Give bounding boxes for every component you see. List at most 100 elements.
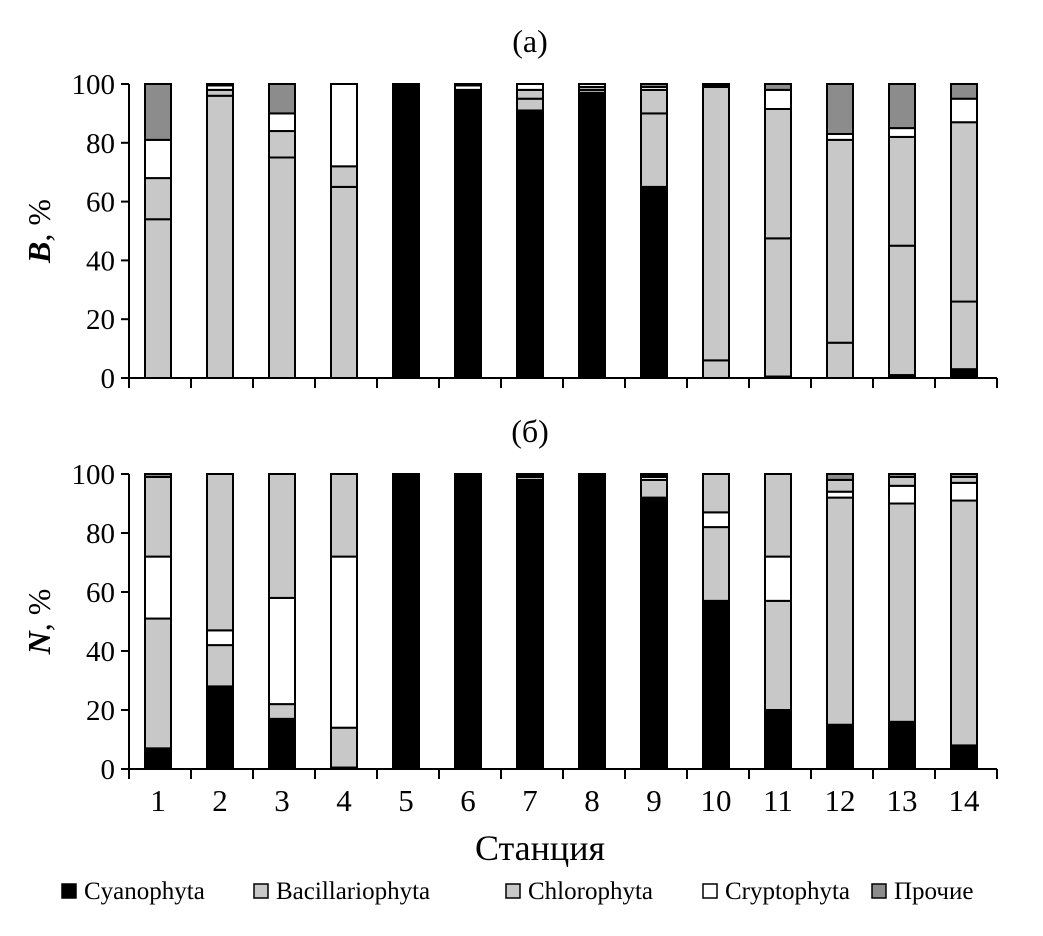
bar-segment-cyanophyta [640, 496, 668, 770]
bar-segment-chlorophyta [516, 473, 544, 477]
bar-segment-bacillariophyta [826, 496, 854, 726]
bar-segment-bacillariophyta [268, 156, 296, 379]
y-axis-label-unit: , % [21, 589, 57, 632]
y-tick-label: 100 [72, 459, 116, 491]
x-tick-label: 13 [887, 783, 918, 818]
bar-segment-bacillariophyta [702, 359, 730, 379]
bar-segment-cryptophyta [764, 555, 792, 602]
y-tick-label: 60 [86, 187, 115, 219]
bar-segment-cyanophyta [454, 88, 482, 379]
bar-segment-прочие [144, 83, 172, 141]
bar-segment-cryptophyta [206, 629, 234, 647]
bar-segment-bacillariophyta [888, 244, 916, 377]
bar-segment-chlorophyta [640, 88, 668, 115]
bar-segment-cryptophyta [268, 112, 296, 133]
y-axis-label-unit: , % [21, 199, 57, 242]
bar-segment-cryptophyta [268, 596, 296, 706]
x-tick-label: 6 [460, 783, 476, 818]
legend-item: Cryptophyta [702, 878, 850, 905]
legend-label: Chlorophyta [528, 878, 653, 905]
bar-segment-bacillariophyta [950, 499, 978, 747]
y-axis-label-variable: B [21, 242, 57, 264]
legend-label: Cyanophyta [84, 878, 205, 905]
bar-segment-прочие [206, 83, 234, 87]
legend-item: Chlorophyta [505, 878, 653, 905]
x-tick-label: 5 [398, 783, 414, 818]
bar-segment-bacillariophyta [640, 112, 668, 188]
bar-segment-cyanophyta [950, 744, 978, 771]
x-tick-label: 14 [949, 783, 981, 818]
bar-segment-chlorophyta [888, 135, 916, 247]
y-tick-label: 40 [86, 636, 115, 668]
x-tick-label: 7 [522, 783, 538, 818]
x-tick-label: 12 [825, 783, 856, 818]
bar-segment-прочие [764, 83, 792, 91]
bar-segment-cyanophyta [454, 473, 482, 770]
legend-item: Bacillariophyta [253, 878, 430, 905]
bar-segment-cryptophyta [578, 83, 606, 88]
x-tick-label: 2 [212, 783, 228, 818]
bar-segment-chlorophyta [268, 473, 296, 599]
bar-segment-bacillariophyta [764, 237, 792, 378]
bar-segment-прочие [640, 473, 668, 477]
bar-segment-chlorophyta [516, 88, 544, 100]
bar-segment-прочие [826, 473, 854, 481]
panel-title: (а) [512, 23, 548, 59]
bar-segment-cryptophyta [144, 138, 172, 180]
bar-segment-cyanophyta [392, 85, 420, 379]
bar-segment-bacillariophyta [268, 703, 296, 720]
bar-segment-прочие [268, 83, 296, 115]
bar-segment-bacillariophyta [206, 94, 234, 379]
bar-segment-chlorophyta [206, 473, 234, 632]
bar-segment-прочие [454, 83, 482, 87]
bar-segment-bacillariophyta [702, 526, 730, 602]
legend-swatch [505, 883, 521, 899]
bar-segment-chlorophyta [888, 475, 916, 487]
legend-item: Cyanophyta [61, 878, 205, 905]
y-tick-label: 60 [86, 577, 115, 609]
bar-segment-cyanophyta [764, 709, 792, 770]
bar-segment-cryptophyta [950, 97, 978, 124]
bar-segment-chlorophyta [330, 165, 358, 188]
bar-segment-bacillariophyta [144, 218, 172, 379]
bar-segment-cryptophyta [144, 555, 172, 620]
bar-segment-bacillariophyta [330, 185, 358, 379]
bar-segment-bacillariophyta [640, 478, 668, 499]
bar-segment-chlorophyta [144, 177, 172, 221]
bar-segment-cryptophyta [702, 511, 730, 529]
bar-segment-cyanophyta [826, 723, 854, 770]
bar-segment-cryptophyta [950, 481, 978, 502]
bar-segment-прочие [950, 83, 978, 100]
x-tick-label: 9 [646, 783, 662, 818]
bar-segment-bacillariophyta [206, 644, 234, 688]
legend-swatch [702, 883, 718, 899]
bar-segment-cryptophyta [516, 83, 544, 91]
bar-segment-cyanophyta [888, 720, 916, 770]
bar-segment-chlorophyta [764, 473, 792, 558]
x-tick-label: 3 [274, 783, 290, 818]
bar-segment-cyanophyta [578, 473, 606, 770]
y-axis-label: B, % [21, 199, 57, 264]
legend-label: Bacillariophyta [276, 878, 430, 905]
bar-segment-cyanophyta [516, 478, 544, 770]
bar-segment-прочие [826, 83, 854, 135]
bar-segment-chlorophyta [950, 121, 978, 303]
bar-segment-bacillariophyta [516, 97, 544, 112]
panel-title: (б) [511, 413, 549, 449]
y-tick-label: 20 [86, 304, 115, 336]
bar-segment-bacillariophyta [330, 726, 358, 769]
bar-segment-chlorophyta [826, 478, 854, 493]
bar-segment-chlorophyta [144, 475, 172, 558]
bar-segment-cyanophyta [206, 685, 234, 771]
bar-segment-cryptophyta [330, 555, 358, 729]
bar-segment-cyanophyta [578, 91, 606, 379]
bar-segment-прочие [888, 83, 916, 130]
bar-segment-cryptophyta [330, 83, 358, 168]
bar-segment-cyanophyta [392, 473, 420, 770]
bar-segment-bacillariophyta [950, 300, 978, 371]
bar-segment-chlorophyta [764, 107, 792, 240]
bar-segment-bacillariophyta [826, 341, 854, 379]
y-tick-label: 80 [86, 518, 115, 550]
legend-swatch [61, 883, 77, 899]
